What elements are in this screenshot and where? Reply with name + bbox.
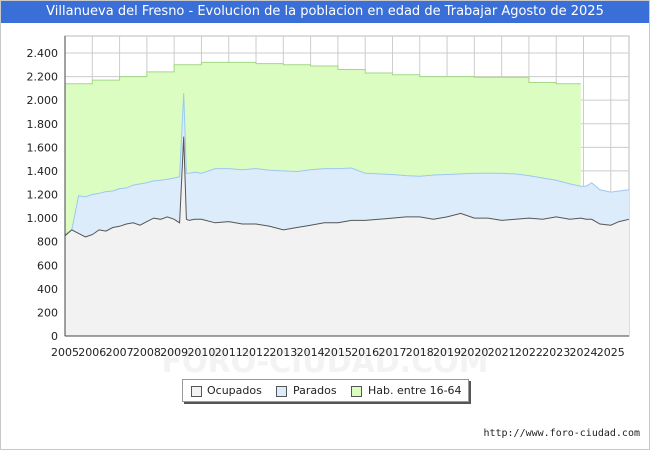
y-tick-label: 0	[51, 330, 58, 343]
x-tick-label: 2025	[597, 346, 625, 359]
y-tick-label: 2.400	[27, 47, 59, 60]
x-tick-label: 2010	[187, 346, 215, 359]
y-tick-label: 1.600	[27, 141, 59, 154]
x-tick-label: 2023	[542, 346, 570, 359]
y-tick-label: 1.000	[27, 212, 59, 225]
y-tick-label: 200	[37, 306, 58, 319]
legend-label-ocupados: Ocupados	[207, 384, 262, 397]
x-tick-label: 2022	[515, 346, 543, 359]
legend-swatch-parados	[276, 386, 287, 397]
y-tick-label: 400	[37, 283, 58, 296]
x-tick-label: 2006	[78, 346, 106, 359]
x-tick-label: 2020	[460, 346, 488, 359]
x-tick-label: 2009	[160, 346, 188, 359]
x-tick-label: 2013	[269, 346, 297, 359]
y-tick-label: 1.400	[27, 165, 59, 178]
chart-title: Villanueva del Fresno - Evolucion de la …	[1, 1, 649, 23]
y-tick-label: 2.200	[27, 71, 59, 84]
area-ocupados	[65, 136, 629, 336]
legend-swatch-ocupados	[191, 386, 202, 397]
x-tick-label: 2019	[433, 346, 461, 359]
x-tick-label: 2005	[51, 346, 79, 359]
x-tick-label: 2016	[351, 346, 379, 359]
y-tick-label: 2.000	[27, 94, 59, 107]
x-tick-label: 2014	[297, 346, 325, 359]
x-tick-label: 2017	[378, 346, 406, 359]
y-tick-label: 600	[37, 259, 58, 272]
source-url: http://www.foro-ciudad.com	[483, 428, 640, 439]
x-tick-label: 2024	[570, 346, 598, 359]
x-tick-label: 2015	[324, 346, 352, 359]
line-hab	[65, 61, 581, 85]
x-tick-label: 2011	[215, 346, 243, 359]
watermark-text: FORO-CIUDAD.COM	[162, 345, 489, 380]
legend-swatch-hab	[351, 386, 362, 397]
y-tick-label: 1.200	[27, 189, 59, 202]
line-parados	[64, 93, 630, 236]
x-tick-label: 2021	[488, 346, 516, 359]
chart-legend: Ocupados Parados Hab. entre 16-64	[182, 379, 469, 402]
y-tick-label: 1.800	[27, 118, 59, 131]
y-tick-label: 800	[37, 236, 58, 249]
x-tick-label: 2018	[406, 346, 434, 359]
x-tick-label: 2012	[242, 346, 270, 359]
legend-label-hab: Hab. entre 16-64	[368, 384, 462, 397]
line-ocupados	[64, 136, 630, 238]
x-tick-label: 2007	[106, 346, 134, 359]
x-tick-label: 2008	[133, 346, 161, 359]
legend-label-parados: Parados	[293, 384, 337, 397]
